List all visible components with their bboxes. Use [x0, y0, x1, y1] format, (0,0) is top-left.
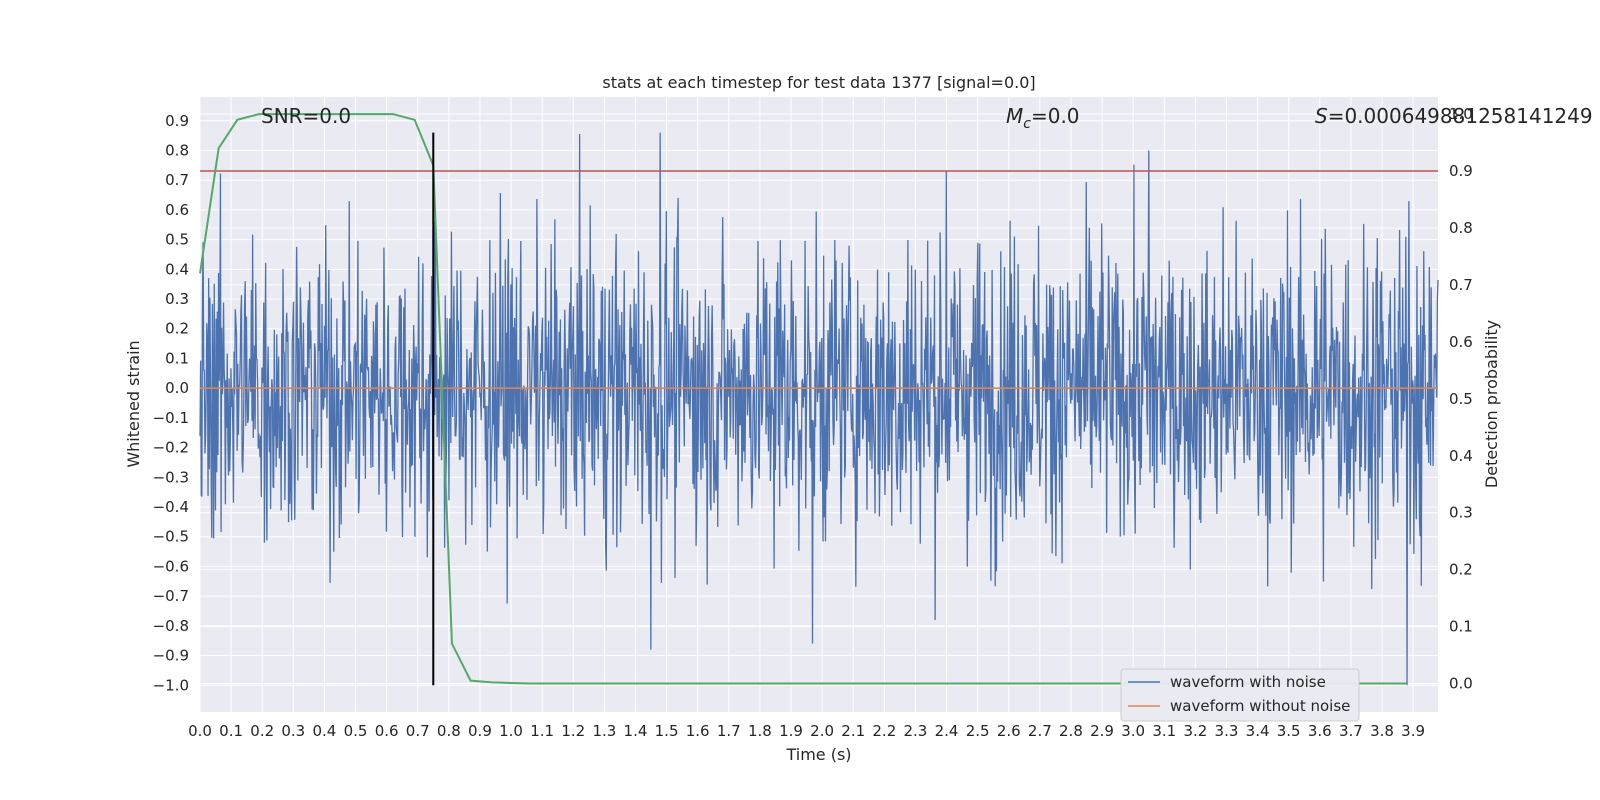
mc-symbol: M [1006, 104, 1023, 128]
y2-tick-label: 0.1 [1449, 618, 1473, 636]
chart-title: stats at each timestep for test data 137… [602, 73, 1035, 92]
y-tick-label: −0.4 [153, 498, 189, 516]
legend-label-clean: waveform without noise [1170, 697, 1350, 715]
x-tick-label: 0.2 [250, 722, 274, 740]
x-tick-label: 0.6 [375, 722, 399, 740]
x-tick-label: 3.1 [1152, 722, 1176, 740]
x-tick-label: 1.8 [748, 722, 772, 740]
x-tick-label: 2.4 [935, 722, 959, 740]
x-tick-label: 3.3 [1215, 722, 1239, 740]
y2-tick-label: 0.2 [1449, 561, 1473, 579]
x-tick-label: 0.0 [188, 722, 212, 740]
x-tick-label: 1.6 [686, 722, 710, 740]
x-tick-label: 0.8 [437, 722, 461, 740]
x-tick-label: 3.0 [1121, 722, 1145, 740]
y-axis-label: Whitened strain [124, 340, 143, 467]
y2-tick-label: 0.7 [1449, 276, 1473, 294]
x-tick-label: 2.8 [1059, 722, 1083, 740]
y-tick-label: 0.5 [165, 231, 189, 249]
x-tick-label: 3.2 [1183, 722, 1207, 740]
x-tick-label: 2.5 [966, 722, 990, 740]
mc-annotation: Mc=0.0 [1006, 104, 1080, 132]
x-tick-label: 3.9 [1401, 722, 1425, 740]
legend-box [1120, 668, 1360, 722]
y-tick-label: −0.5 [153, 528, 189, 546]
x-tick-label: 0.9 [468, 722, 492, 740]
y2-tick-label: 0.4 [1449, 447, 1473, 465]
x-tick-label: 3.6 [1308, 722, 1332, 740]
y-tick-labels: 0.9 0.8 0.7 0.6 0.5 0.4 0.3 0.2 0.1 0.0 −0.1 −0.2 −0… [153, 112, 189, 694]
x-tick-label: 2.0 [810, 722, 834, 740]
y2-tick-label: 0.0 [1449, 675, 1473, 693]
y-tick-label: 0.4 [165, 260, 189, 278]
x-tick-label: 1.3 [592, 722, 616, 740]
x-tick-label: 2.7 [1028, 722, 1052, 740]
y2-tick-label: 0.8 [1449, 219, 1473, 237]
x-tick-label: 1.0 [499, 722, 523, 740]
y2-tick-label: 0.3 [1449, 504, 1473, 522]
x-tick-label: 1.4 [624, 722, 648, 740]
snr-annotation: SNR=0.0 [261, 104, 351, 128]
y2-axis-label: Detection probability [1482, 320, 1501, 488]
y2-tick-label: 0.5 [1449, 390, 1473, 408]
x-tick-label: 1.7 [717, 722, 741, 740]
y-tick-label: 0.7 [165, 171, 189, 189]
y-tick-label: −1.0 [153, 676, 189, 694]
x-tick-label: 3.4 [1246, 722, 1270, 740]
y-tick-label: −0.3 [153, 468, 189, 486]
plot-background [200, 97, 1438, 712]
x-tick-label: 0.5 [344, 722, 368, 740]
y-tick-label: 0.9 [165, 112, 189, 130]
x-tick-label: 0.3 [281, 722, 305, 740]
overlay [199, 113, 1438, 686]
legend: waveform with noise waveform without noi… [1120, 668, 1360, 722]
x-tick-label: 3.8 [1370, 722, 1394, 740]
y2-tick-label: 0.6 [1449, 333, 1473, 351]
y-tick-label: 0.2 [165, 320, 189, 338]
y-tick-label: −0.8 [153, 617, 189, 635]
y2-tick-label: 0.9 [1449, 162, 1473, 180]
x-tick-label: 2.3 [903, 722, 927, 740]
detection-probability-curve [199, 113, 1407, 685]
y-tick-label: −0.9 [153, 647, 189, 665]
x-tick-label: 1.1 [530, 722, 554, 740]
mc-value: =0.0 [1031, 104, 1080, 128]
x-tick-label: 2.2 [872, 722, 896, 740]
x-tick-label: 0.7 [406, 722, 430, 740]
y-tick-label: 0.6 [165, 201, 189, 219]
x-tick-label: 0.1 [219, 722, 243, 740]
x-tick-label: 2.1 [841, 722, 865, 740]
y2-tick-labels: 1.0 0.9 0.8 0.7 0.6 0.5 0.4 0.3 0.2 0.1 0.0 [1449, 105, 1473, 692]
s-symbol: S [1315, 104, 1328, 128]
y-tick-label: 0.8 [165, 141, 189, 159]
y-tick-label: 0.3 [165, 290, 189, 308]
x-tick-label: 2.9 [1090, 722, 1114, 740]
x-tick-label: 3.7 [1339, 722, 1363, 740]
y-tick-label: 0.0 [165, 379, 189, 397]
x-tick-label: 1.5 [655, 722, 679, 740]
x-tick-label: 0.4 [312, 722, 336, 740]
x-tick-labels: 0.0 0.1 0.2 0.3 0.4 0.5 0.6 0.7 0.8 0.9 1.0 1.1 1.2 1… [188, 722, 1425, 740]
y-tick-label: −0.2 [153, 439, 189, 457]
x-axis-label: Time (s) [785, 745, 851, 764]
mc-subscript: c [1023, 116, 1031, 132]
x-tick-label: 3.5 [1277, 722, 1301, 740]
x-tick-label: 2.6 [997, 722, 1021, 740]
y-tick-label: −0.7 [153, 587, 189, 605]
s-value: =0.00064988125814124​9 [1328, 104, 1593, 128]
x-tick-label: 1.2 [561, 722, 585, 740]
y-tick-label: −0.6 [153, 557, 189, 575]
x-tick-label: 1.9 [779, 722, 803, 740]
y2-tick-label: 1.0 [1449, 105, 1473, 123]
y-tick-label: 0.1 [165, 349, 189, 367]
legend-label-noise: waveform with noise [1170, 673, 1326, 691]
s-annotation: S=0.00064988125814124​9 [1315, 104, 1593, 128]
y-tick-label: −0.1 [153, 409, 189, 427]
